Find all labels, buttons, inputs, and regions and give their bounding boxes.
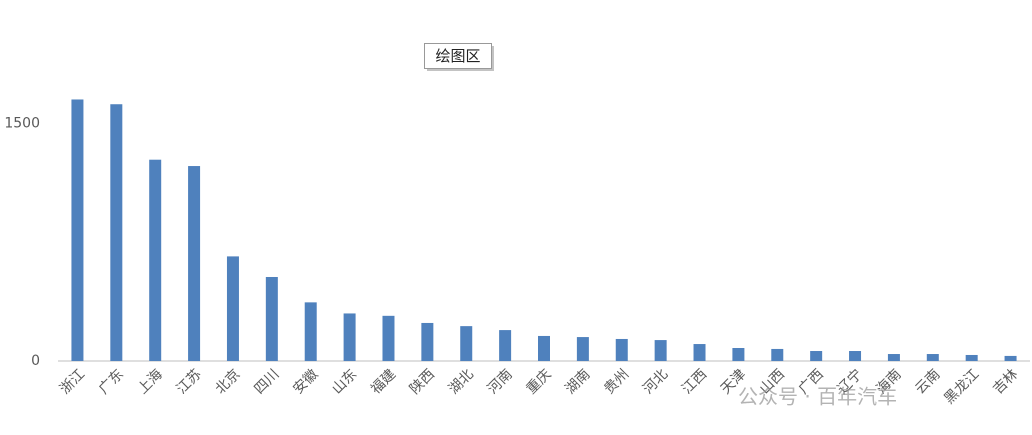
x-tick-label: 福建 — [368, 366, 399, 397]
watermark: 公众号 · 百年汽车 — [738, 385, 897, 409]
bar — [265, 276, 278, 361]
bar — [693, 344, 706, 361]
x-tick-label: 陕西 — [407, 366, 438, 397]
bar — [343, 313, 356, 361]
bar — [226, 256, 239, 361]
bar — [499, 330, 512, 361]
x-tick-label: 湖北 — [446, 366, 477, 397]
bar — [421, 322, 434, 361]
y-tick-label: 0 — [31, 353, 40, 369]
x-tick-label: 重庆 — [524, 366, 555, 397]
x-tick-label: 浙江 — [57, 366, 88, 397]
bar — [71, 99, 84, 361]
x-tick-label: 安徽 — [290, 366, 321, 397]
bar — [304, 302, 317, 361]
x-tick-label: 北京 — [213, 366, 244, 397]
x-tick-label: 江西 — [679, 366, 710, 397]
bar — [538, 335, 550, 361]
x-tick-label: 黑龙江 — [941, 366, 982, 407]
bar — [576, 337, 589, 361]
x-tick-label: 吉林 — [990, 366, 1021, 397]
x-tick-label: 云南 — [912, 366, 943, 397]
bar — [810, 351, 823, 361]
x-tick-label: 上海 — [135, 366, 166, 397]
x-tick-label: 山东 — [329, 366, 360, 397]
bar — [615, 338, 628, 361]
x-tick-label: 江苏 — [174, 366, 205, 397]
bar — [654, 340, 667, 361]
x-tick-label: 四川 — [251, 366, 282, 397]
bar — [460, 326, 473, 361]
tooltip-box — [424, 43, 492, 69]
bar — [849, 351, 862, 361]
bar — [965, 354, 978, 361]
y-tick-label: 1500 — [4, 115, 40, 131]
bar — [110, 104, 123, 361]
tooltip: 绘图区 — [435, 47, 480, 65]
bar — [926, 354, 939, 361]
bar — [1004, 355, 1017, 361]
bar — [732, 348, 745, 361]
x-tick-label: 广东 — [96, 366, 127, 397]
x-tick-label: 河北 — [640, 366, 671, 397]
bar — [188, 166, 201, 361]
x-tick-label: 河南 — [485, 366, 516, 397]
x-tick-label: 湖南 — [562, 366, 593, 397]
bar — [149, 159, 162, 361]
x-tick-label: 贵州 — [601, 366, 632, 397]
bar — [382, 315, 395, 361]
bar — [771, 348, 784, 361]
bar — [887, 354, 900, 361]
